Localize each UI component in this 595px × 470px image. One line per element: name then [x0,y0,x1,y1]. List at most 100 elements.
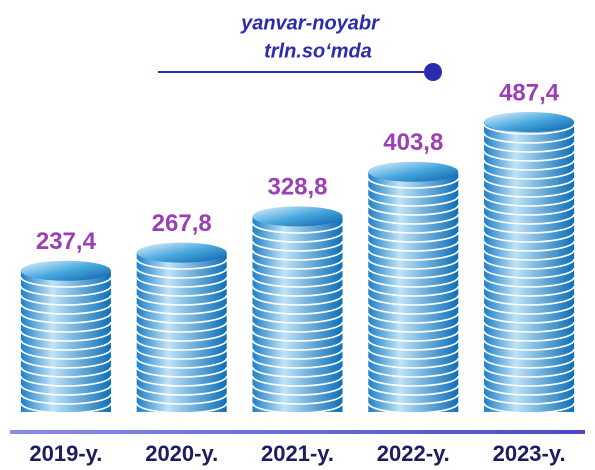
coin-edge [483,213,575,225]
coin-edge [367,393,460,405]
coin-edge [367,357,460,369]
coin-edge [483,375,575,387]
coin-edge [20,294,112,306]
coin-stack [483,112,575,423]
coin-edge [251,330,344,342]
coin-edge [483,357,575,369]
coin-edge [251,366,344,378]
coin-edge [251,348,344,360]
coin-edge [20,411,112,423]
coin-edge [367,204,460,216]
coin-edge [483,150,575,162]
coin-edge [483,366,575,378]
coin-edge [135,393,228,405]
coin-edge [483,159,575,171]
value-label: 267,8 [152,210,212,237]
coin-edge [483,141,575,153]
coin-edge [367,330,460,342]
coin-edge [135,339,228,351]
chart-subtitle: trln.so‘mda [264,40,372,62]
coin-edge [135,375,228,387]
coin-edge [251,267,344,279]
coin-edge [367,303,460,315]
title-dot [424,63,442,81]
coin-edge [483,204,575,216]
bar [368,171,459,412]
coin-edge [135,285,228,297]
coin-edge [483,231,575,243]
coin-edge [367,312,460,324]
coin-edge [483,249,575,261]
coin-edge [135,321,228,333]
coin-edge [251,321,344,333]
coin-edge [135,366,228,378]
coin-edge [483,312,575,324]
coin-edge [367,276,460,288]
coin-edge [251,393,344,405]
coin-stack [20,260,112,423]
coin-edge [367,195,460,207]
coin-edge [135,303,228,315]
coin-edge [483,276,575,288]
coin-edge [20,357,112,369]
coin-edge [483,393,575,405]
coin-edge [251,357,344,369]
coin-edge [483,186,575,198]
coin-edge [135,402,228,414]
coin-edge [367,285,460,297]
coin-edge [135,384,228,396]
coin-edge [251,294,344,306]
coin-edge [367,213,460,225]
coin-edge [483,303,575,315]
coin-edge [20,321,112,333]
coin-edge [20,366,112,378]
baseline [10,430,585,434]
coin-edge [251,375,344,387]
x-tick-label: 2019-y. [29,441,102,466]
coin-edge [20,375,112,387]
coin-edge [483,168,575,180]
coin-edge [135,411,228,423]
value-label: 237,4 [36,228,97,255]
coin-edge [483,123,575,135]
coin-edge [20,384,112,396]
coin-edge [20,285,112,297]
x-tick-label: 2023-y. [493,441,566,466]
coin-edge [135,267,228,279]
coin-edge [483,384,575,396]
value-label: 487,4 [499,79,560,106]
coin-edge [251,402,344,414]
coin-edge [251,249,344,261]
coin-edge [135,312,228,324]
coin-edge [367,186,460,198]
coin-edge [367,321,460,333]
coin-edge [20,402,112,414]
coin-edge [135,330,228,342]
coin-edge [135,357,228,369]
coin-edge [367,294,460,306]
coin-edge [251,303,344,315]
coin-edge [135,276,228,288]
coin-stack [135,242,228,423]
coin-edge [367,258,460,270]
coin-edge [483,195,575,207]
coin-edge [251,240,344,252]
coin-edge [483,411,575,423]
coin-edge [483,321,575,333]
coin-edge [135,258,228,270]
coin-edge [483,330,575,342]
coin-edge [367,411,460,423]
coin-edge [135,294,228,306]
coin-edge [20,348,112,360]
coin-edge [483,294,575,306]
coin-edge [483,267,575,279]
coin-edge [483,285,575,297]
coin-top [484,112,575,132]
coin-edge [20,339,112,351]
coin-edge [367,249,460,261]
coin-stack [367,161,460,423]
coin-edge [367,339,460,351]
coin-top [368,161,459,182]
coin-edge [20,393,112,405]
coin-top [136,242,227,263]
